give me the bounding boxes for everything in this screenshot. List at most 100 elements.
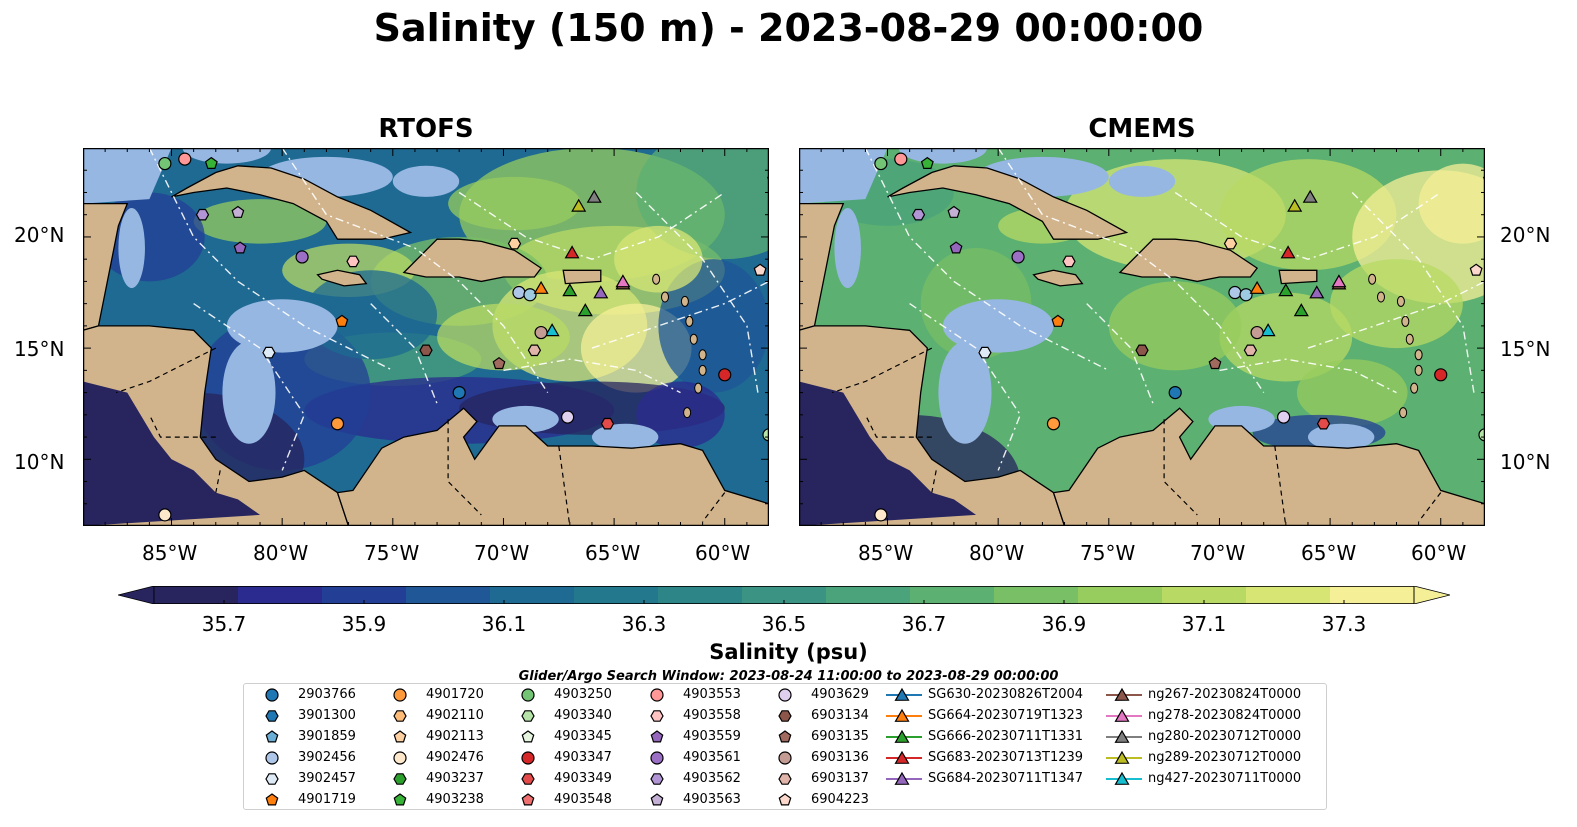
island: [1414, 364, 1423, 376]
land-southam: [336, 407, 769, 526]
eez-boundary: [1174, 191, 1442, 260]
legend-label: SG666-20230711T1331: [928, 729, 1084, 744]
lon-label-60w-left: 60°W: [695, 541, 751, 565]
obs-2903766-marker: [1168, 385, 1182, 400]
legend-marker-icon: [778, 710, 792, 722]
obs-6904223-marker: [1469, 263, 1483, 276]
obs-4903553-marker: [178, 152, 192, 166]
legend-marker-icon: [265, 688, 279, 702]
legend-symbol: [778, 751, 792, 765]
land-jamaica: [316, 269, 368, 287]
obs-ng427-20230711T0000-marker: [1278, 283, 1294, 297]
obs-4901720-marker: [330, 417, 345, 431]
obs-ng289-20230712T0000-marker: [1287, 198, 1303, 212]
lon-label-70w-right: 70°W: [1190, 541, 1246, 565]
salinity-feature: [1418, 163, 1485, 244]
obs-4903561-marker: [1011, 250, 1025, 264]
legend-marker-icon: [265, 710, 279, 722]
lat-label-20n-right: 20°N: [1500, 223, 1551, 247]
colorbar-segment: [238, 586, 323, 604]
legend-symbol: [521, 773, 535, 785]
obs-ng280-20230712T0000-marker: [1302, 189, 1318, 203]
legend-symbol: [393, 710, 407, 722]
island: [660, 291, 669, 303]
legend-label: ng280-20230712T0000: [1148, 729, 1302, 744]
obs-4901720-marker: [1046, 417, 1061, 431]
shelf-area: [226, 299, 338, 353]
lon-label-80w-right: 80°W: [969, 541, 1025, 565]
legend-marker-icon: [521, 793, 535, 806]
colorbar-segment: [1162, 586, 1247, 604]
obs-4903349-marker: [1316, 417, 1331, 430]
salinity-feature: [1219, 159, 1397, 271]
obs-4903347-marker: [718, 368, 732, 382]
legend-symbol: [393, 773, 407, 785]
legend-label: 4902110: [426, 708, 484, 723]
legend-marker-icon: [886, 750, 922, 764]
shelf-area: [942, 299, 1054, 353]
legend-marker-icon: [521, 688, 535, 702]
obs-6903136-marker: [1250, 325, 1264, 340]
country-border: [1418, 492, 1442, 522]
legend-marker-icon: [393, 793, 407, 806]
island: [685, 315, 694, 327]
shelf-area: [591, 423, 659, 451]
colorbar-segment: [1078, 586, 1163, 604]
legend-marker-icon: [886, 729, 922, 743]
obs-4903345-marker: [762, 428, 769, 442]
obs-3901300-marker: [1239, 288, 1253, 302]
colorbar-tick-label: 36.9: [1041, 612, 1087, 636]
colorbar-tick-label: 37.1: [1181, 612, 1227, 636]
obs-6903137-marker: [527, 344, 542, 357]
island: [1414, 349, 1423, 361]
legend-marker-icon: [1106, 708, 1142, 722]
obs-4903629-marker: [561, 410, 575, 424]
legend-marker-icon: [1106, 771, 1142, 785]
panel-title-rtofs: RTOFS: [378, 114, 474, 144]
legend-marker-icon: [393, 751, 407, 765]
eez-boundary: [997, 148, 1265, 393]
legend-symbol: [393, 688, 407, 702]
obs-SG683-20230713T1239-marker: [1280, 245, 1296, 259]
legend-symbol: [265, 793, 279, 806]
legend-symbol: [894, 687, 910, 701]
legend-symbol: [521, 730, 535, 743]
legend-label: 3902456: [298, 750, 356, 765]
legend-symbol: [778, 793, 792, 806]
colorbar-segment: [574, 586, 659, 604]
legend-marker-icon: [886, 771, 922, 785]
colorbar-segment: [742, 586, 827, 604]
legend-label: 4903238: [426, 792, 484, 807]
obs-2903766-marker: [452, 385, 466, 400]
colorbar-tick-label: 37.3: [1321, 612, 1367, 636]
obs-4903349-marker: [600, 417, 615, 430]
obs-4903561-marker: [295, 250, 309, 264]
obs-SG664-20230719T1323-marker: [1249, 280, 1265, 294]
lon-label-85w-left: 85°W: [142, 541, 198, 565]
land-puertorico: [562, 269, 602, 285]
colorbar-segment: [154, 586, 239, 604]
legend-label: 3901300: [298, 708, 356, 723]
legend-marker-icon: [521, 773, 535, 785]
obs-ng427-20230711T0000-marker: [562, 283, 578, 297]
colorbar-segment: [406, 586, 491, 604]
legend-marker-icon: [265, 730, 279, 743]
land-yucatan: [83, 202, 129, 331]
lon-label-70w-left: 70°W: [474, 541, 530, 565]
obs-SG684-20230711T1347-marker: [593, 285, 609, 299]
country-border: [148, 414, 216, 438]
legend-label: ng267-20230824T0000: [1148, 687, 1302, 702]
legend-symbol: [650, 751, 664, 765]
shelf-area: [222, 341, 276, 444]
island: [1410, 382, 1419, 394]
lat-label-20n-left: 20°N: [14, 223, 65, 247]
salinity-feature: [636, 381, 725, 449]
legend-marker-icon: [778, 688, 792, 702]
legend-symbol: [650, 688, 664, 702]
salinity-feature: [448, 176, 581, 231]
lon-label-85w-right: 85°W: [858, 541, 914, 565]
obs-4902476-marker: [874, 508, 888, 522]
legend-label: 3901859: [298, 729, 356, 744]
shelf-area: [834, 208, 861, 289]
obs-4903250-marker: [158, 156, 172, 171]
